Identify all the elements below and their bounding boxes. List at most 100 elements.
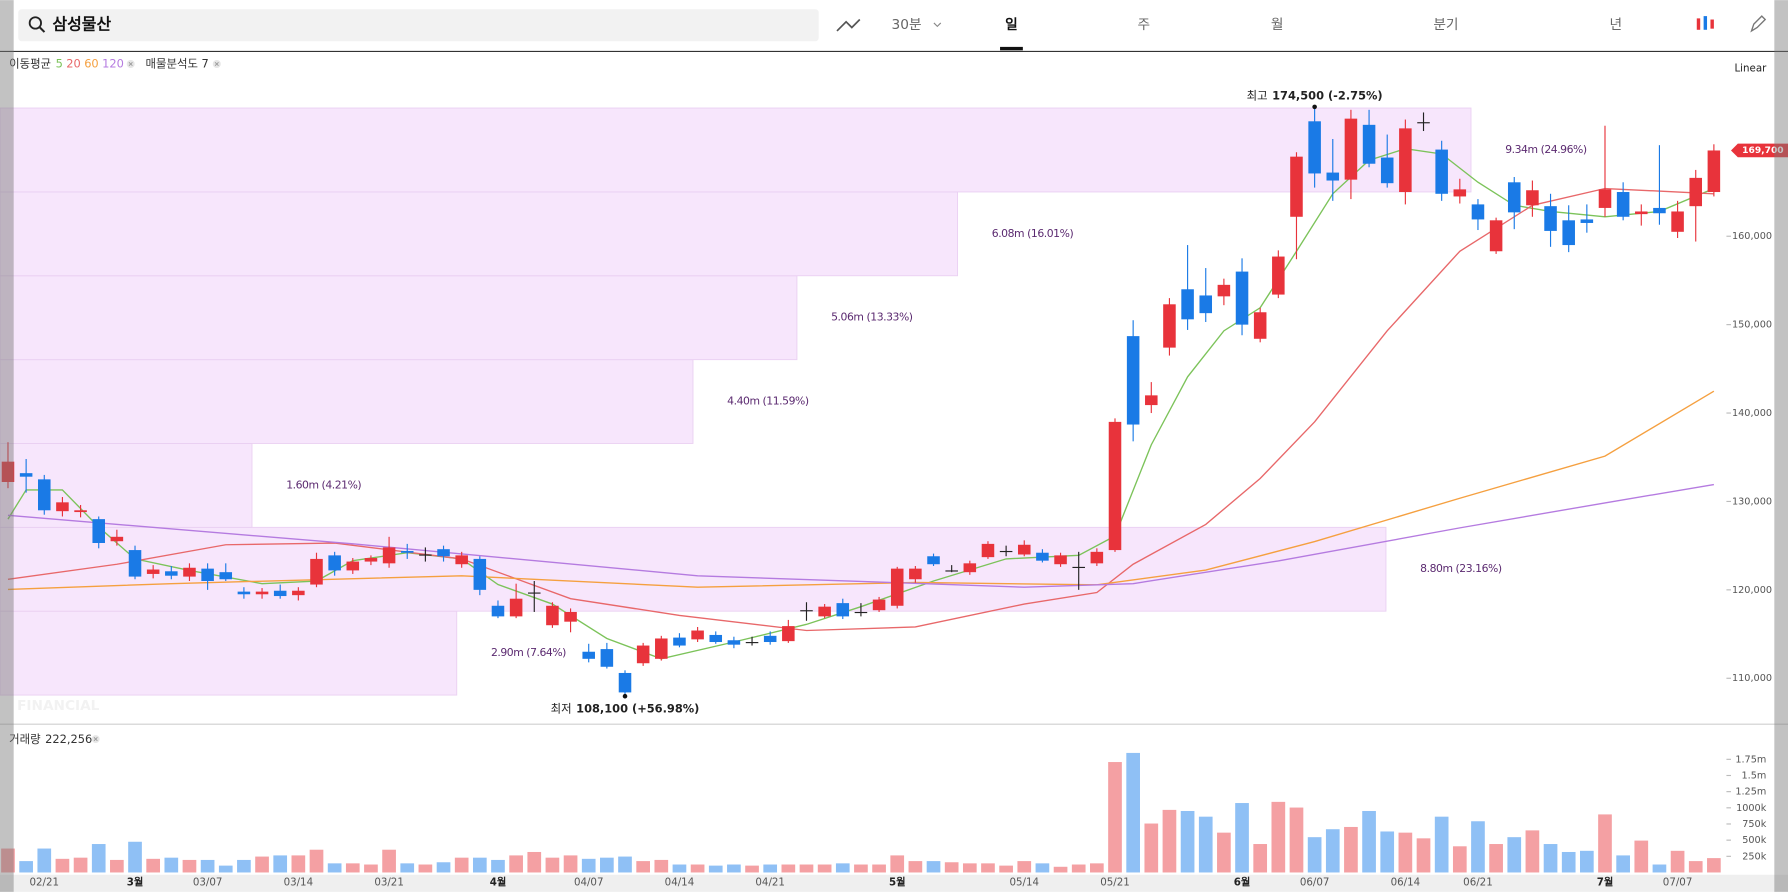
close-icon-x bbox=[128, 61, 133, 67]
last-price-tag bbox=[1730, 143, 1788, 158]
x-tick-label: 03/07 bbox=[193, 877, 223, 889]
edit-icon[interactable] bbox=[1750, 15, 1767, 33]
candle-body bbox=[1181, 289, 1194, 320]
volume-bar bbox=[690, 864, 705, 873]
candle-body bbox=[491, 605, 505, 617]
scale-toggle[interactable]: Linear bbox=[1734, 63, 1767, 75]
x-tick-label: 05/14 bbox=[1009, 877, 1039, 889]
volume-bar bbox=[908, 861, 923, 873]
candle-body bbox=[1108, 421, 1122, 551]
candle-body bbox=[872, 599, 886, 611]
profile-label: 9.34m (24.96%) bbox=[1505, 143, 1587, 156]
y-tick-label: 120,000 bbox=[1732, 585, 1772, 596]
volume-bar bbox=[472, 857, 487, 873]
interval-tab[interactable]: 년 bbox=[1610, 17, 1623, 33]
volume-bar bbox=[926, 861, 941, 873]
candle-body bbox=[419, 554, 432, 556]
volume-bar bbox=[1, 848, 15, 873]
x-tick-label: 04/14 bbox=[665, 877, 695, 889]
candle-body bbox=[782, 626, 795, 642]
extreme-label: 최저 108,100 (+56.98%) bbox=[551, 701, 700, 715]
candle-body bbox=[636, 645, 650, 664]
volume-bar bbox=[436, 862, 451, 873]
volume-bar bbox=[128, 841, 142, 873]
volume-tick-label: 750k bbox=[1742, 819, 1766, 830]
volume-bar bbox=[1580, 850, 1594, 873]
candle-body bbox=[1417, 122, 1430, 124]
candle-body bbox=[763, 635, 777, 643]
x-tick-label: 03/14 bbox=[284, 877, 314, 889]
candle-body bbox=[1217, 284, 1231, 297]
volume-bar bbox=[1362, 810, 1376, 873]
volume-bar bbox=[364, 864, 378, 873]
candle-body bbox=[600, 649, 614, 667]
volume-bar bbox=[1561, 851, 1576, 873]
volume-bar bbox=[745, 865, 759, 873]
candle-body bbox=[1707, 150, 1721, 193]
extreme-label: 최고 174,500 (-2.75%) bbox=[1247, 88, 1383, 102]
candle-body bbox=[19, 473, 33, 477]
interval-tab[interactable]: 30분 bbox=[892, 17, 922, 33]
volume-bar bbox=[382, 849, 396, 873]
candle-body bbox=[1489, 220, 1503, 252]
candle-body bbox=[709, 634, 723, 643]
x-tick-label: 04/21 bbox=[755, 877, 785, 889]
interval-tab[interactable]: 분기 bbox=[1433, 17, 1458, 33]
profile-bar bbox=[0, 442, 253, 528]
candle-body bbox=[1253, 312, 1267, 339]
icon-part bbox=[1696, 18, 1701, 30]
volume-tick-label: 1000k bbox=[1736, 803, 1767, 814]
profile-label: 8.80m (23.16%) bbox=[1420, 562, 1502, 575]
candle-body bbox=[1580, 219, 1594, 223]
extreme-prefix: 최저 bbox=[551, 701, 572, 715]
interval-tab[interactable]: 일 bbox=[1005, 17, 1018, 33]
volume-bars bbox=[1, 752, 1721, 873]
extreme-dot bbox=[622, 693, 628, 699]
candle-body bbox=[546, 605, 559, 626]
dropdown-icon[interactable] bbox=[933, 22, 942, 28]
volume-bar bbox=[999, 865, 1013, 873]
search-text[interactable]: 삼성물산 bbox=[52, 15, 111, 34]
candle-body bbox=[201, 568, 214, 582]
candle-body bbox=[110, 536, 124, 542]
volume-bar bbox=[237, 859, 251, 873]
volume-bar bbox=[545, 857, 560, 873]
x-tick-label: 07/07 bbox=[1663, 877, 1693, 889]
profile-label: 1.60m (4.21%) bbox=[286, 478, 361, 491]
candle-body bbox=[1380, 157, 1394, 184]
candle-body bbox=[673, 637, 686, 646]
x-tick-label: 06/14 bbox=[1391, 877, 1421, 889]
draw-tool-icon[interactable] bbox=[836, 18, 861, 32]
candle-body bbox=[56, 502, 69, 512]
volume-bar bbox=[345, 863, 360, 873]
volume-title: 거래량 222,256 bbox=[9, 732, 92, 746]
candle-body bbox=[1344, 118, 1358, 180]
extreme-prefix: 최고 bbox=[1247, 88, 1268, 102]
candle-body bbox=[255, 591, 269, 595]
ma-line bbox=[7, 187, 1714, 632]
profile-label: 2.90m (7.64%) bbox=[491, 646, 566, 659]
candle-body bbox=[1471, 204, 1485, 220]
candle-body bbox=[1054, 555, 1067, 565]
volume-bar bbox=[636, 861, 650, 873]
x-axis-strip bbox=[0, 874, 1788, 892]
x-tick-label: 7월 bbox=[1597, 876, 1614, 889]
candle-body bbox=[1272, 256, 1285, 295]
chart-type-icon[interactable] bbox=[1696, 16, 1714, 30]
volume-bar bbox=[400, 863, 415, 873]
volume-bar bbox=[1271, 801, 1286, 873]
interval-tab[interactable]: 주 bbox=[1137, 17, 1150, 33]
candle-body bbox=[74, 510, 87, 513]
icon-part bbox=[1710, 19, 1714, 29]
candle-body bbox=[455, 555, 468, 565]
volume-bar bbox=[1688, 861, 1703, 873]
interval-tab[interactable]: 월 bbox=[1271, 17, 1284, 33]
close-icon-x bbox=[214, 61, 219, 67]
annotations: 최고 174,500 (-2.75%) 최저 108,100 (+56.98%) bbox=[551, 88, 1383, 715]
volume-bar bbox=[91, 844, 106, 873]
search-box[interactable] bbox=[18, 9, 819, 42]
candle-body bbox=[165, 571, 178, 576]
legend-title: 매물분석도 7 bbox=[146, 56, 209, 70]
volume-bar bbox=[1198, 816, 1213, 873]
plot: 2.90m (7.64%) 8.80m (23.16%) 1.60m (4.21%)… bbox=[0, 56, 1788, 889]
